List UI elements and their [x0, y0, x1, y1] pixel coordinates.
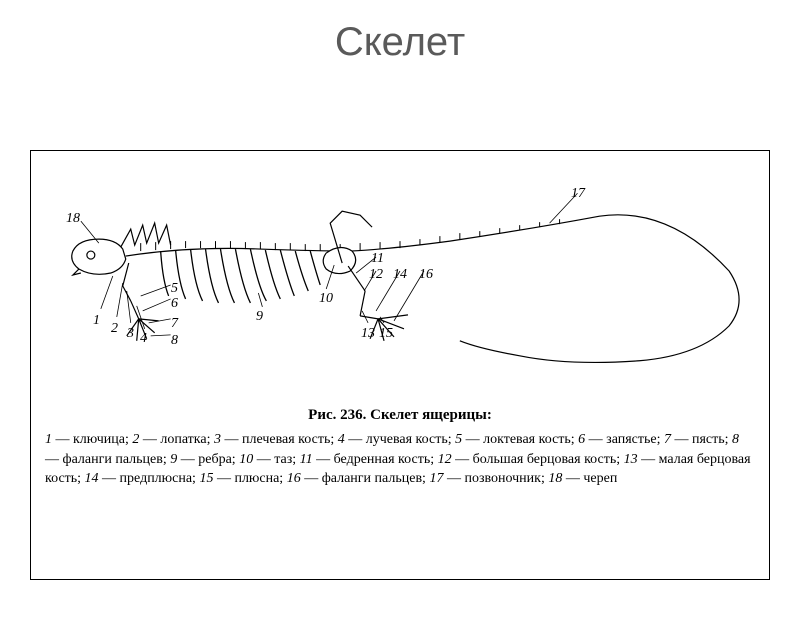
diagram-label-14: 14 [393, 267, 407, 283]
figure-legend: 1 — ключица; 2 — лопатка; 3 — плечевая к… [31, 424, 769, 499]
diagram-label-6: 6 [171, 296, 178, 312]
page-title: Скелет [0, 20, 800, 65]
diagram-label-10: 10 [319, 291, 333, 307]
diagram-label-1: 1 [93, 313, 100, 329]
diagram-label-11: 11 [371, 251, 384, 267]
diagram-label-3: 3 [127, 326, 134, 342]
diagram-label-17: 17 [571, 186, 585, 202]
diagram-label-15: 15 [379, 326, 393, 342]
diagram-label-4: 4 [140, 331, 147, 347]
skeleton-diagram: 181234567891011121416131517 [31, 151, 769, 401]
diagram-label-5: 5 [171, 281, 178, 297]
diagram-label-9: 9 [256, 309, 263, 325]
figure-container: 181234567891011121416131517 Рис. 236. Ск… [30, 150, 770, 580]
diagram-label-12: 12 [369, 267, 383, 283]
diagram-label-8: 8 [171, 333, 178, 349]
diagram-label-7: 7 [171, 316, 178, 332]
diagram-label-13: 13 [361, 326, 375, 342]
diagram-label-16: 16 [419, 267, 433, 283]
diagram-label-2: 2 [111, 321, 118, 337]
figure-caption: Рис. 236. Скелет ящерицы: [31, 407, 769, 424]
diagram-label-18: 18 [66, 211, 80, 227]
